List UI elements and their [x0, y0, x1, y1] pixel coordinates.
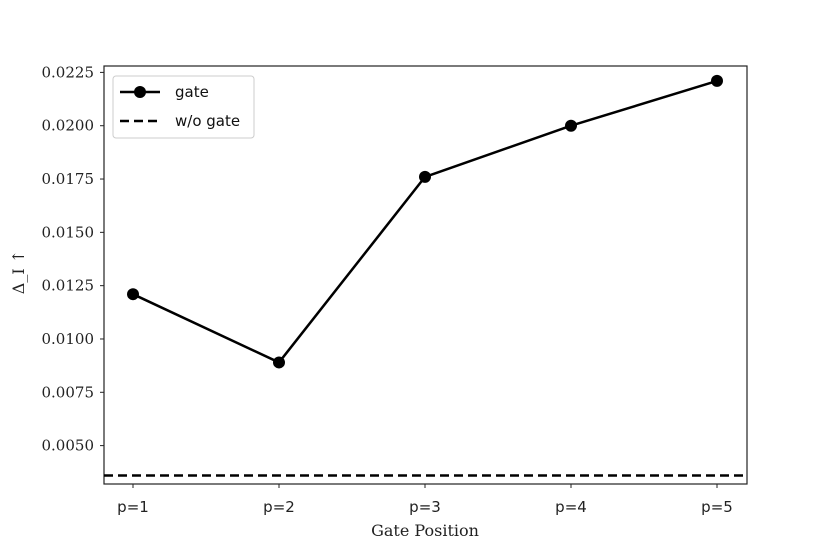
- legend-gate-marker: [134, 86, 146, 98]
- y-tick-label: 0.0225: [42, 63, 95, 81]
- x-tick-label: p=3: [409, 498, 441, 516]
- y-tick-label: 0.0075: [42, 383, 95, 401]
- y-axis-label-group: Δ_I ↑: [9, 250, 28, 294]
- legend: gate w/o gate: [112, 75, 255, 139]
- gate-point: [711, 74, 723, 87]
- gate-point: [127, 288, 139, 301]
- y-tick-label: 0.0150: [42, 223, 95, 241]
- axes: 0.0050 0.0075 0.0100 0.0125 0.0150 0.0175 0.02…: [42, 63, 748, 516]
- y-tick-label: 0.0050: [42, 437, 95, 455]
- y-tick-label: 0.0200: [42, 117, 95, 135]
- x-tick-label: p=1: [117, 498, 149, 516]
- legend-baseline-label: w/o gate: [175, 112, 240, 130]
- y-tick-label: 0.0100: [42, 330, 95, 348]
- gate-point: [419, 170, 431, 183]
- legend-gate-label: gate: [175, 83, 209, 101]
- y-tick-label: 0.0175: [42, 170, 95, 188]
- gate-point: [565, 119, 577, 132]
- y-tick-label: 0.0125: [42, 277, 95, 295]
- x-tick-label: p=4: [555, 498, 587, 516]
- gate-point: [273, 356, 285, 369]
- x-axis-label: Gate Position: [371, 521, 479, 540]
- gate-series: [127, 74, 723, 369]
- x-tick-label: p=5: [701, 498, 733, 516]
- x-tick-label: p=2: [263, 498, 295, 516]
- y-axis-label: Δ_I ↑: [9, 250, 28, 294]
